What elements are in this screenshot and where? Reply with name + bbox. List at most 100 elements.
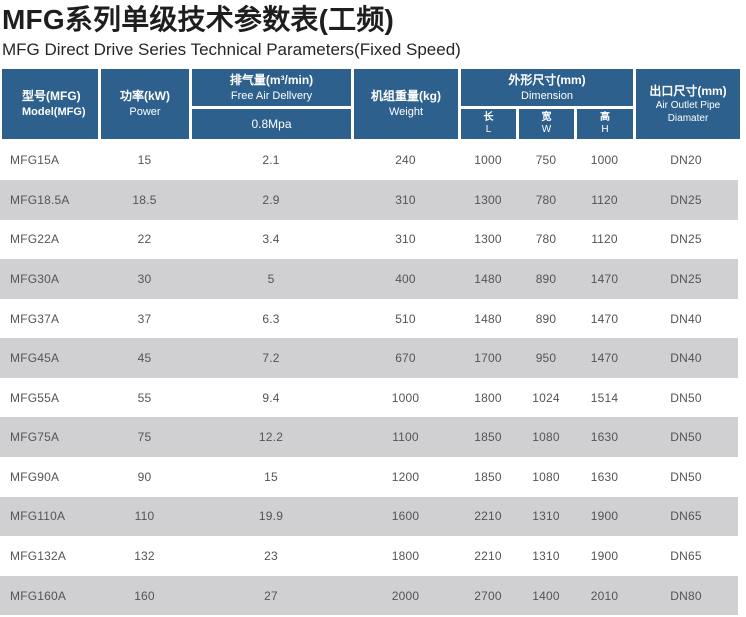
cell-height: 1470 bbox=[590, 311, 619, 326]
cell-length: 1850 bbox=[474, 430, 502, 445]
cell-length: 1850 bbox=[474, 469, 502, 484]
header-free-air-delivery: 排气量(m³/min) Free Air Dellvery bbox=[192, 69, 354, 110]
cell-model: MFG160A bbox=[10, 588, 67, 603]
cell-free-air-delivery: 12.2 bbox=[258, 430, 284, 445]
table-row: MFG132A 132 23 1800 2210 1310 1900 DN65 bbox=[0, 536, 738, 576]
header-model: 型号(MFG) Model(MFG) bbox=[2, 69, 101, 140]
cell-width: 890 bbox=[535, 311, 557, 326]
table-row: MFG45A 45 7.2 670 1700 950 1470 DN40 bbox=[0, 338, 738, 378]
cell-length: 1300 bbox=[474, 232, 502, 247]
cell-model: MFG55A bbox=[10, 390, 60, 405]
cell-width: 750 bbox=[535, 153, 557, 168]
cell-height: 1900 bbox=[590, 509, 619, 524]
cell-outlet-diameter: DN50 bbox=[670, 430, 702, 445]
header-dimension: 外形尺寸(mm) Dimension bbox=[461, 69, 636, 110]
cell-power: 22 bbox=[137, 232, 152, 247]
cell-weight: 1200 bbox=[391, 469, 420, 484]
table-row: MFG22A 22 3.4 310 1300 780 1120 DN25 bbox=[0, 219, 738, 260]
cell-height: 1630 bbox=[590, 430, 619, 445]
cell-model: MFG37A bbox=[10, 311, 60, 326]
cell-outlet-diameter: DN25 bbox=[670, 232, 702, 247]
table-row: MFG160A 160 27 2000 2700 1400 2010 DN80 bbox=[0, 575, 738, 616]
cell-power: 37 bbox=[137, 311, 152, 326]
cell-length: 2210 bbox=[474, 548, 502, 563]
cell-width: 780 bbox=[535, 232, 557, 247]
header-height-cn: 高 bbox=[600, 111, 610, 123]
cell-length: 1480 bbox=[474, 271, 502, 286]
cell-width: 1024 bbox=[532, 390, 560, 405]
cell-model: MFG30A bbox=[10, 271, 60, 286]
cell-length: 1480 bbox=[474, 311, 502, 326]
page-title: MFG系列单级技术参数表(工频) bbox=[2, 4, 395, 35]
cell-height: 2010 bbox=[590, 588, 619, 603]
cell-weight: 1600 bbox=[391, 509, 420, 524]
cell-model: MFG45A bbox=[10, 351, 60, 366]
cell-outlet-diameter: DN50 bbox=[670, 390, 702, 405]
cell-width: 1080 bbox=[532, 430, 560, 445]
cell-power: 110 bbox=[134, 509, 155, 524]
cell-free-air-delivery: 7.2 bbox=[262, 351, 280, 366]
header-height-en: H bbox=[601, 124, 609, 136]
cell-height: 1120 bbox=[591, 232, 618, 247]
cell-length: 1700 bbox=[474, 351, 502, 366]
cell-free-air-delivery: 15 bbox=[264, 469, 278, 484]
cell-free-air-delivery: 5 bbox=[267, 271, 275, 286]
cell-height: 1000 bbox=[590, 153, 619, 168]
cell-outlet-diameter: DN65 bbox=[670, 509, 702, 524]
page-subtitle: MFG Direct Drive Series Technical Parame… bbox=[2, 40, 461, 60]
cell-power: 55 bbox=[137, 390, 152, 405]
cell-height: 1630 bbox=[590, 469, 619, 484]
cell-power: 45 bbox=[137, 351, 152, 366]
cell-height: 1470 bbox=[590, 351, 619, 366]
cell-height: 1120 bbox=[591, 192, 618, 207]
header-dimension-cn: 外形尺寸(mm) bbox=[508, 72, 586, 87]
cell-free-air-delivery: 27 bbox=[264, 588, 278, 603]
header-width-en: W bbox=[541, 124, 552, 136]
cell-weight: 670 bbox=[395, 351, 416, 366]
header-model-en: Model(MFG) bbox=[22, 106, 86, 119]
table-row: MFG90A 90 15 1200 1850 1080 1630 DN50 bbox=[0, 457, 738, 497]
cell-free-air-delivery: 2.1 bbox=[262, 153, 280, 168]
header-fad-en: Free Air Dellvery bbox=[230, 89, 313, 102]
table-row: MFG37A 37 6.3 510 1480 890 1470 DN40 bbox=[0, 298, 738, 339]
cell-outlet-diameter: DN40 bbox=[670, 311, 702, 326]
header-width: 宽 W bbox=[519, 109, 577, 140]
cell-weight: 1800 bbox=[391, 548, 420, 563]
cell-width: 780 bbox=[535, 192, 557, 207]
cell-weight: 1100 bbox=[392, 430, 419, 445]
cell-width: 950 bbox=[535, 351, 557, 366]
cell-weight: 510 bbox=[395, 311, 416, 326]
cell-length: 2210 bbox=[474, 509, 502, 524]
cell-free-air-delivery: 6.3 bbox=[262, 311, 280, 326]
spec-table: 型号(MFG) Model(MFG) 功率(kW) Power 排气量(m³/m… bbox=[0, 69, 746, 616]
cell-outlet-diameter: DN20 bbox=[670, 153, 702, 168]
cell-free-air-delivery: 9.4 bbox=[262, 390, 280, 405]
cell-outlet-diameter: DN80 bbox=[670, 588, 702, 603]
cell-model: MFG75A bbox=[10, 430, 60, 445]
cell-weight: 310 bbox=[395, 232, 416, 247]
table-row: MFG75A 75 12.2 1100 1850 1080 1630 DN50 bbox=[0, 417, 738, 458]
header-pressure: 0.8Mpa bbox=[192, 109, 354, 140]
cell-free-air-delivery: 3.4 bbox=[262, 232, 280, 247]
cell-length: 1800 bbox=[474, 390, 502, 405]
cell-width: 1400 bbox=[532, 588, 560, 603]
cell-power: 30 bbox=[137, 271, 152, 286]
cell-outlet-diameter: DN40 bbox=[670, 351, 702, 366]
header-power-cn: 功率(kW) bbox=[120, 89, 170, 104]
cell-outlet-diameter: DN50 bbox=[670, 469, 702, 484]
cell-power: 18.5 bbox=[132, 192, 157, 207]
header-height: 高 H bbox=[577, 109, 636, 140]
cell-power: 132 bbox=[134, 548, 155, 563]
cell-weight: 310 bbox=[395, 192, 416, 207]
table-header: 型号(MFG) Model(MFG) 功率(kW) Power 排气量(m³/m… bbox=[2, 69, 740, 140]
cell-outlet-diameter: DN65 bbox=[670, 548, 702, 563]
cell-width: 1080 bbox=[532, 469, 560, 484]
header-power-en: Power bbox=[129, 106, 161, 119]
cell-free-air-delivery: 19.9 bbox=[258, 509, 284, 524]
cell-height: 1470 bbox=[590, 271, 619, 286]
header-length-en: L bbox=[485, 124, 492, 136]
cell-width: 1310 bbox=[532, 509, 560, 524]
cell-model: MFG110A bbox=[10, 509, 66, 524]
header-weight-cn: 机组重量(kg) bbox=[371, 89, 441, 104]
header-weight-en: Weight bbox=[388, 106, 424, 119]
